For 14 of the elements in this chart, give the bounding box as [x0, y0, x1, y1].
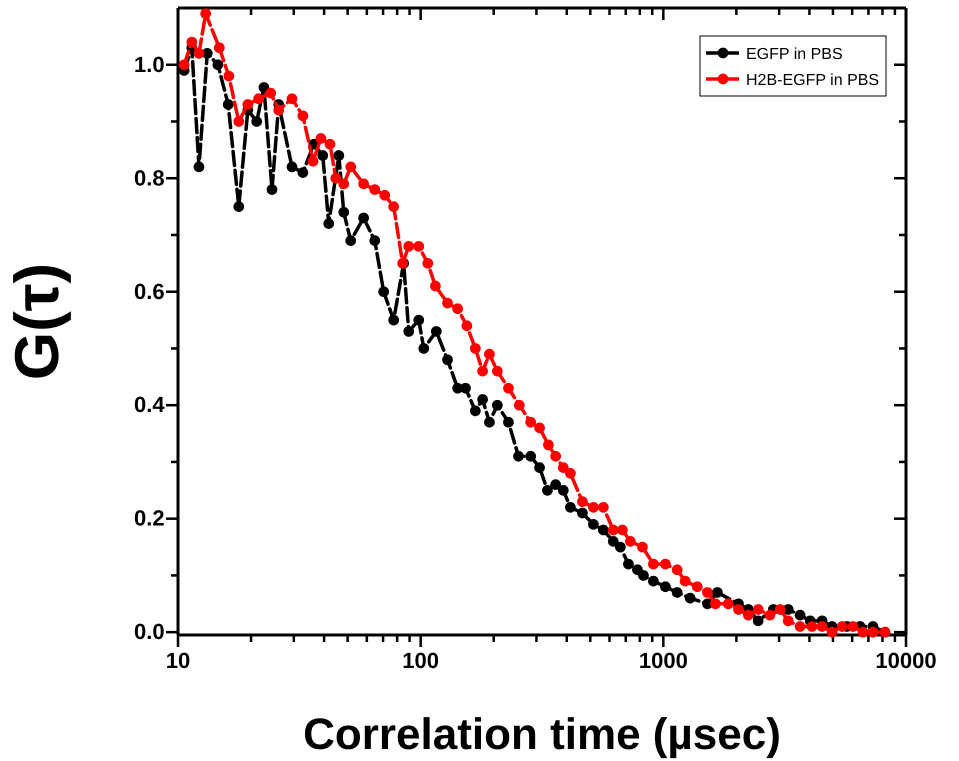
y-tick-label: 0.0	[134, 619, 165, 644]
x-tick-label: 1000	[638, 648, 688, 674]
x-tick-label: 10000	[875, 648, 937, 674]
y-tick-label: 0.6	[134, 278, 165, 304]
y-axis-title: G(τ)	[3, 262, 72, 380]
y-tick-label: 0.4	[134, 392, 166, 418]
y-tick-label: 0.8	[134, 165, 165, 190]
y-tick-label: 1.0	[134, 52, 165, 77]
x-tick-label: 10	[166, 648, 190, 674]
y-tick-label: 0.2	[134, 506, 165, 531]
legend-label: EGFP in PBS	[746, 46, 843, 63]
x-axis-title: Correlation time (µsec)	[303, 710, 781, 759]
x-tick-label: 100	[402, 648, 440, 674]
legend-label: H2B-EGFP in PBS	[746, 72, 880, 89]
